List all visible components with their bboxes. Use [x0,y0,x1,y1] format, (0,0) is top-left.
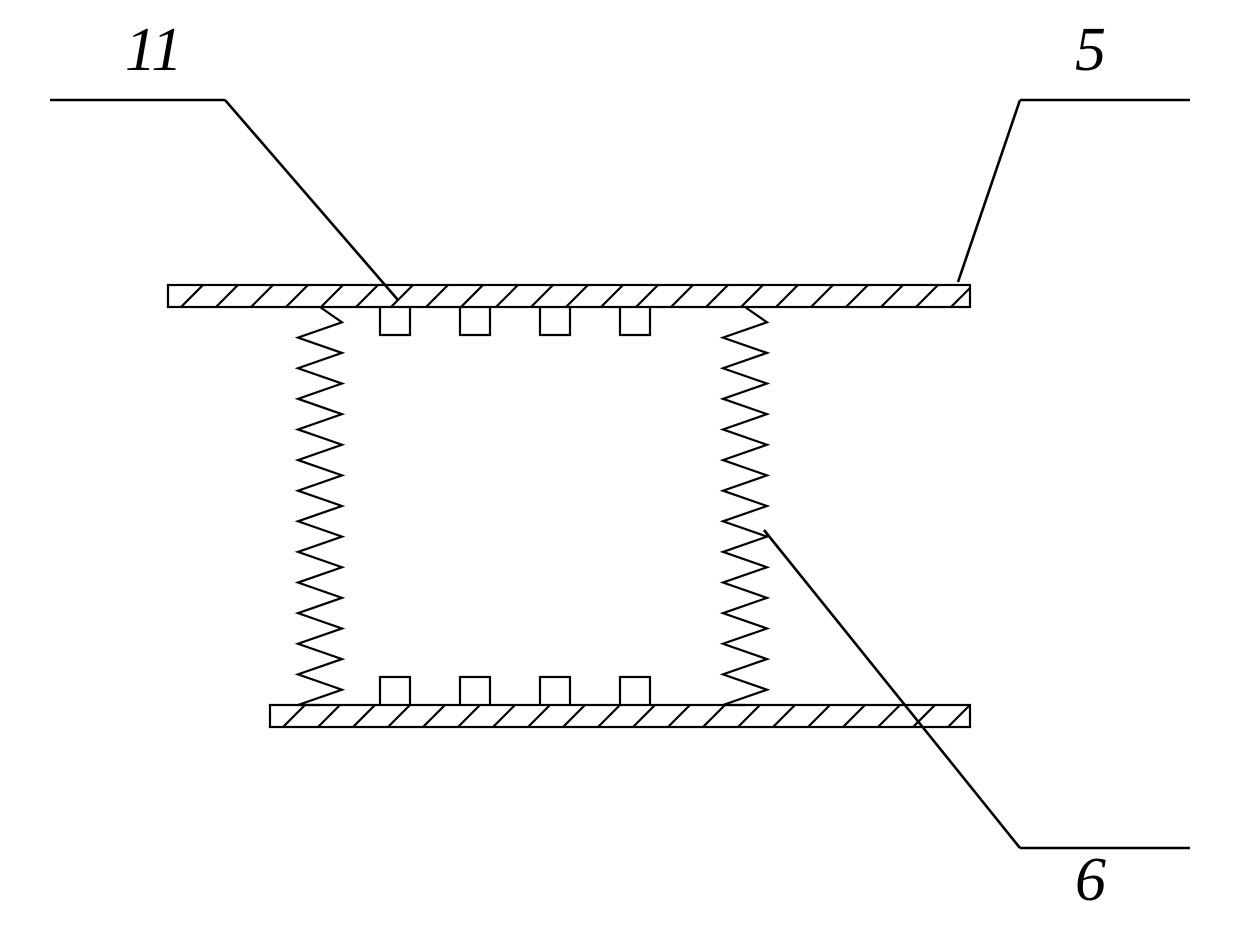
label-5: 5 [1075,16,1106,84]
tooth [460,307,490,335]
plate-hatch [146,285,1008,307]
spring [723,307,767,705]
spring [298,307,342,705]
leader-diagonal [764,530,1020,848]
tooth [620,307,650,335]
tooth [540,677,570,705]
leader-diagonal [225,100,398,300]
tooth [540,307,570,335]
label-6: 6 [1075,846,1106,914]
tooth [460,677,490,705]
plate-hatch [248,705,1005,727]
tooth [380,307,410,335]
tooth [380,677,410,705]
tooth [620,677,650,705]
label-11: 11 [125,16,182,84]
leader-diagonal [958,100,1020,282]
plate-outline [270,705,970,727]
